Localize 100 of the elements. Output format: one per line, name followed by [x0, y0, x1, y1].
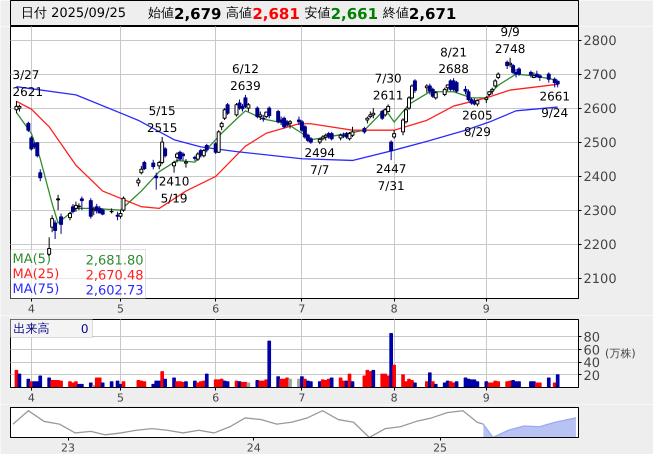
candlestick	[80, 196, 84, 211]
bar	[59, 380, 63, 388]
candlestick	[267, 106, 272, 119]
text: 2,681	[252, 5, 300, 23]
text: 2,679	[174, 5, 222, 23]
candlestick	[428, 83, 432, 95]
annotation: 2447 7/31	[376, 162, 406, 193]
x-tick-label: 6	[212, 302, 220, 316]
x-tick-label: 24	[246, 442, 261, 454]
x-tick-label: 23	[61, 442, 76, 454]
annotation: 9/9 2748	[494, 24, 526, 56]
candlestick	[511, 63, 516, 75]
candlestick	[59, 213, 64, 234]
annotation: 8/21 2688	[438, 45, 469, 76]
y-tick-label: 2800	[584, 34, 617, 50]
x-tick-label: 6	[212, 392, 220, 404]
bar	[556, 374, 560, 388]
candlestick	[226, 102, 230, 116]
candlestick	[282, 116, 286, 129]
candlestick	[70, 203, 75, 214]
bar	[122, 381, 126, 388]
candlestick	[35, 142, 40, 158]
bar	[100, 382, 105, 388]
x-tick-label: 5	[117, 392, 124, 404]
x-tick-label: 4	[28, 392, 35, 404]
bar	[350, 381, 354, 388]
candlestick	[255, 106, 260, 119]
bar	[371, 370, 376, 388]
annotation: 2,670.48	[86, 268, 144, 284]
text: 安値	[304, 5, 331, 21]
annotation: 6/12 2639	[230, 62, 261, 93]
candlestick	[38, 168, 42, 182]
bar	[116, 380, 120, 388]
candlestick	[29, 135, 34, 152]
bar	[38, 376, 42, 388]
bar	[401, 374, 405, 388]
text: MA(75)	[12, 282, 60, 297]
bar	[538, 382, 542, 388]
bar	[267, 340, 272, 388]
annotation: 7/30 2611	[372, 72, 404, 102]
candlestick	[151, 159, 156, 170]
bar	[204, 374, 209, 388]
bar	[454, 381, 458, 388]
text: MA(25)	[12, 267, 60, 282]
x-tick-label: 5	[117, 302, 124, 316]
y-tick-label: 40	[584, 356, 600, 372]
candlestick	[454, 80, 459, 94]
candlestick	[14, 100, 18, 114]
candlestick	[163, 146, 168, 158]
bar	[163, 378, 167, 388]
candlestick	[552, 77, 557, 88]
y-tick-label: 80	[584, 330, 600, 346]
text: MA(5)	[12, 252, 52, 267]
bar	[18, 374, 22, 388]
text: 始値	[148, 6, 174, 21]
annotation: 0	[80, 322, 89, 336]
bar	[413, 382, 417, 388]
bar	[184, 381, 188, 388]
candlestick	[53, 220, 58, 240]
bar	[348, 374, 352, 388]
text: 2,671	[408, 5, 456, 23]
text: 日付 2025/09/25	[20, 6, 126, 21]
x-tick-label: 7	[298, 392, 306, 404]
y-tick-label: 2700	[584, 68, 617, 84]
candlestick	[178, 150, 182, 162]
x-tick-label: 8	[390, 302, 398, 316]
y-tick-label: 20	[584, 368, 600, 384]
annotation: 2605 8/29	[462, 108, 493, 140]
x-tick-label: 9	[482, 302, 490, 316]
annotation: 3/27 2621	[12, 68, 43, 99]
y-tick-label: 60	[584, 343, 600, 358]
y-tick-label: 2500	[584, 136, 617, 152]
candlestick	[74, 201, 78, 212]
y-tick-label: 2100	[584, 272, 617, 288]
candlestick	[154, 172, 158, 190]
y-tick-label: 2400	[584, 170, 617, 186]
y-tick-label: 2200	[584, 238, 617, 254]
candlestick	[508, 57, 512, 68]
candlestick	[276, 109, 280, 124]
annotation: 2,681.80	[86, 254, 144, 268]
bar	[546, 377, 551, 388]
candlestick	[389, 140, 394, 161]
text: 2,661	[330, 5, 378, 23]
text: 終値	[382, 6, 409, 21]
candlestick	[237, 99, 242, 110]
annotation: 2494 7/7	[304, 146, 336, 177]
candlestick	[56, 194, 60, 211]
y-axis-title: (万株)	[605, 347, 636, 360]
candlestick	[234, 102, 238, 118]
annotation: 2661 9/24	[539, 89, 570, 120]
x-tick-label: 25	[433, 442, 448, 454]
y-tick-label: 2300	[584, 204, 617, 220]
candlestick	[371, 108, 376, 119]
bar	[330, 377, 334, 388]
candlestick	[142, 160, 146, 170]
x-tick-label: 7	[298, 302, 306, 316]
bar	[517, 381, 521, 388]
bar	[288, 378, 292, 388]
annotation: 2,602.73	[86, 284, 144, 298]
candlestick	[412, 78, 417, 94]
